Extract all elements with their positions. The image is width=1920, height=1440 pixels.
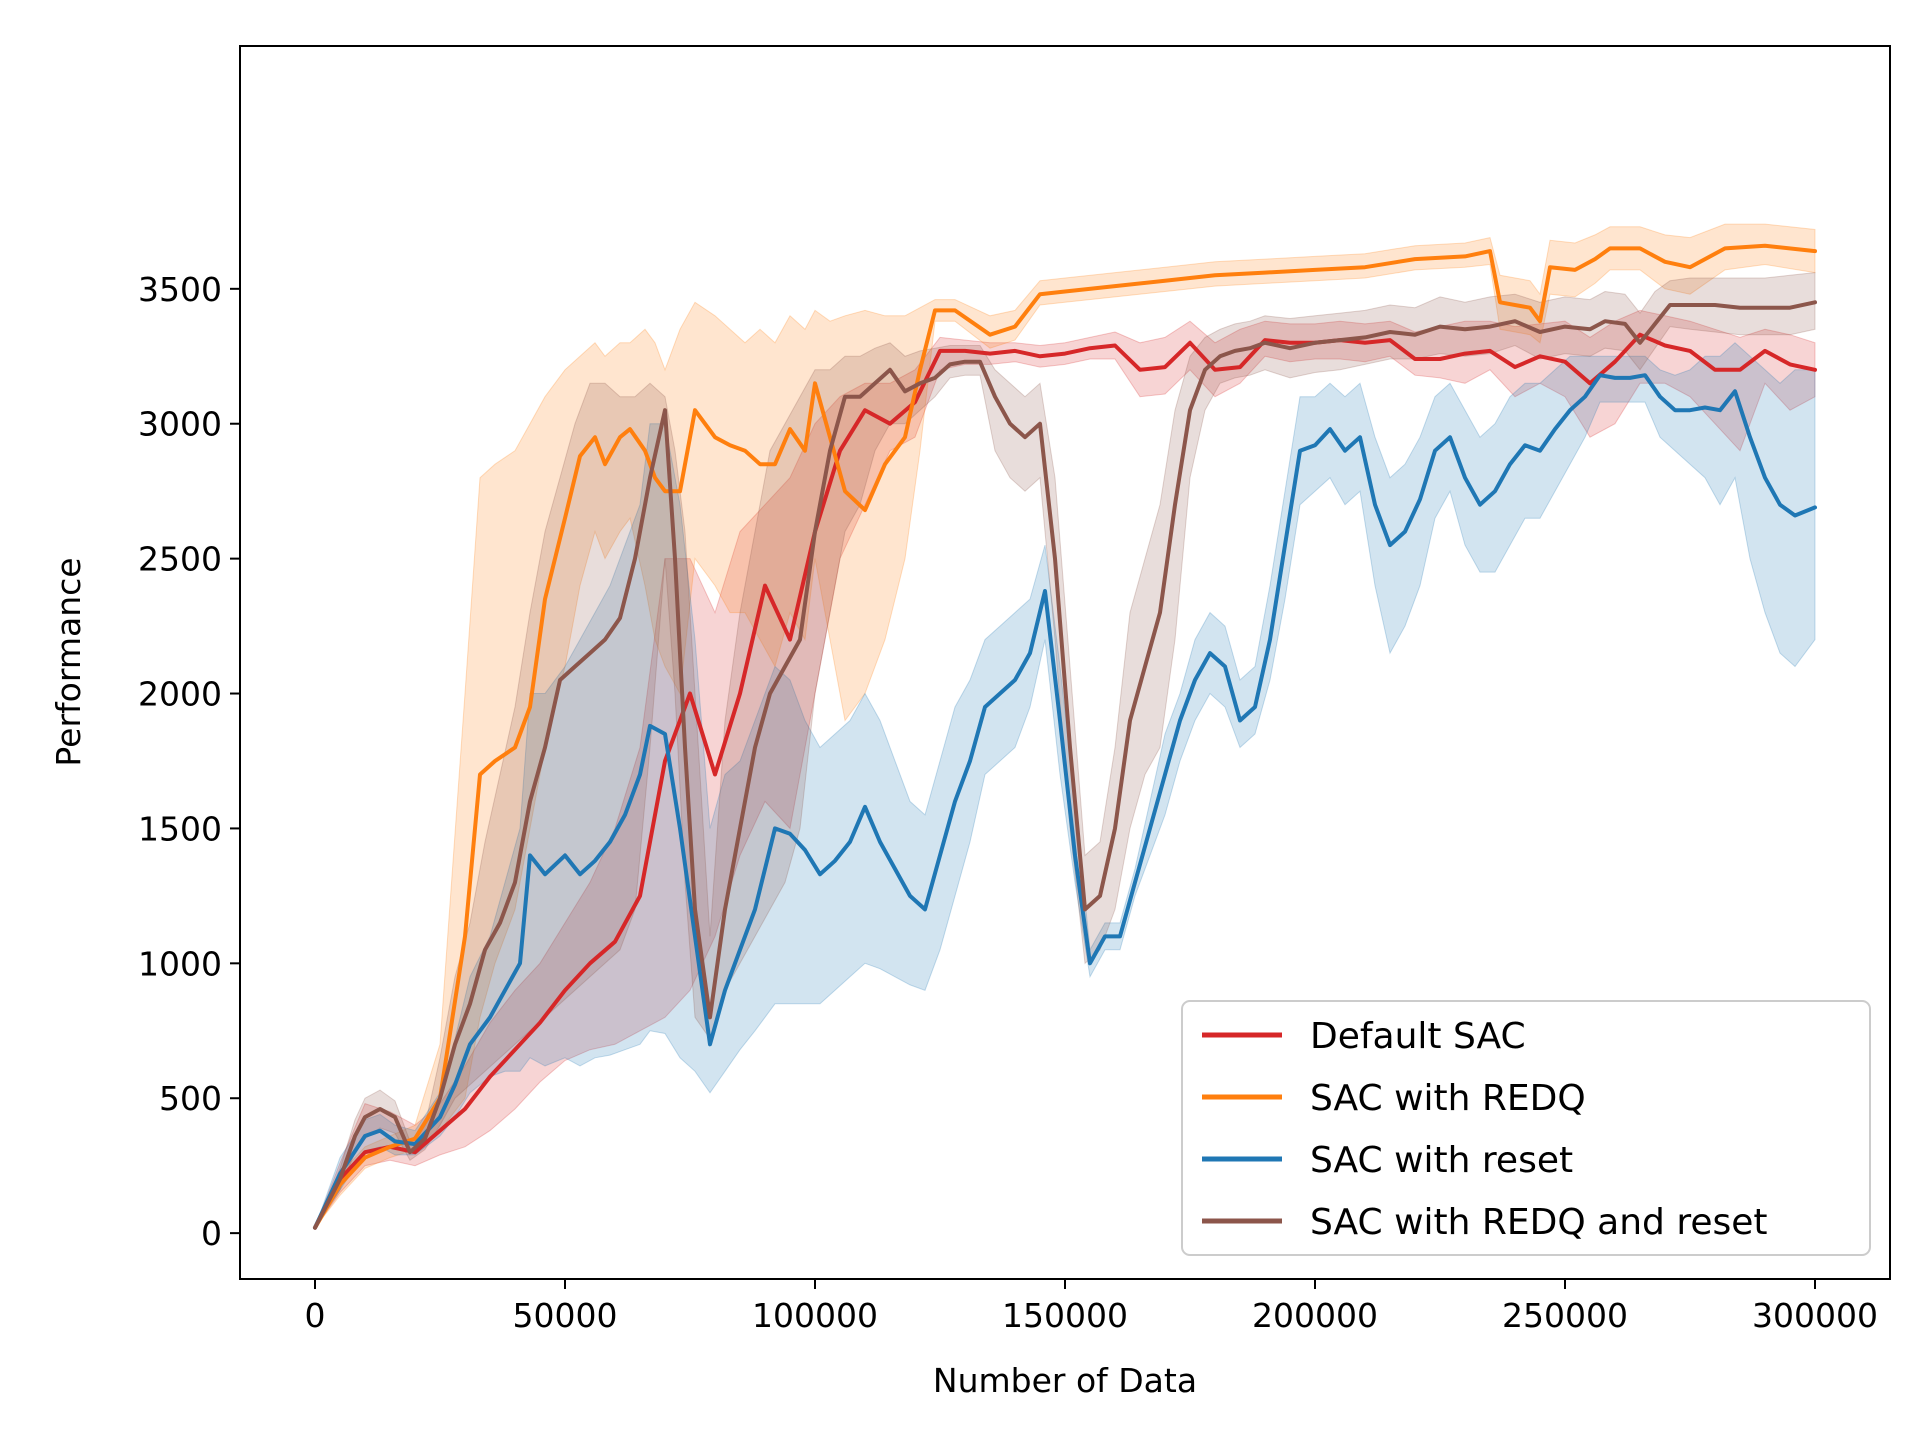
band-sac-with-reset [314, 342, 1816, 1228]
y-axis-title: Performance [49, 557, 88, 766]
legend-label: SAC with reset [1310, 1140, 1573, 1181]
x-axis: 0 50000 100000 150000 200000 250000 300000 [305, 1279, 1878, 1335]
legend-box [1181, 1000, 1871, 1256]
y-tick-label: 2000 [138, 675, 222, 714]
x-tick-label: 300000 [1752, 1296, 1878, 1335]
x-tick-label: 100000 [752, 1296, 878, 1335]
legend-label: SAC with REDQ [1310, 1078, 1586, 1119]
x-tick-label: 200000 [1252, 1296, 1378, 1335]
y-tick-label: 0 [201, 1214, 222, 1253]
x-tick-label: 50000 [513, 1296, 618, 1335]
x-tick-label: 0 [305, 1296, 326, 1335]
legend-label: Default SAC [1310, 1016, 1526, 1057]
series-line-sac-with-redq-and-reset [313, 300, 1817, 1230]
y-tick-label: 3500 [138, 270, 222, 309]
series-line-default-sac [313, 332, 1817, 1230]
series-line-sac-with-redq [313, 243, 1817, 1230]
series-line-sac-with-reset [313, 373, 1817, 1230]
y-tick-label: 2500 [138, 540, 222, 579]
y-tick-label: 1500 [138, 809, 222, 848]
x-axis-title: Number of Data [933, 1361, 1197, 1400]
x-tick-label: 250000 [1502, 1296, 1628, 1335]
y-axis: 0 500 1000 1500 2000 2500 3000 3500 [138, 270, 240, 1253]
y-tick-label: 3000 [138, 405, 222, 444]
legend-label: SAC with REDQ and reset [1310, 1202, 1768, 1243]
x-tick-label: 150000 [1002, 1296, 1128, 1335]
y-tick-label: 500 [159, 1079, 222, 1118]
series-lines [313, 243, 1817, 1230]
legend: Default SAC SAC with REDQ SAC with reset SA… [1181, 1000, 1871, 1256]
y-tick-label: 1000 [138, 944, 222, 983]
